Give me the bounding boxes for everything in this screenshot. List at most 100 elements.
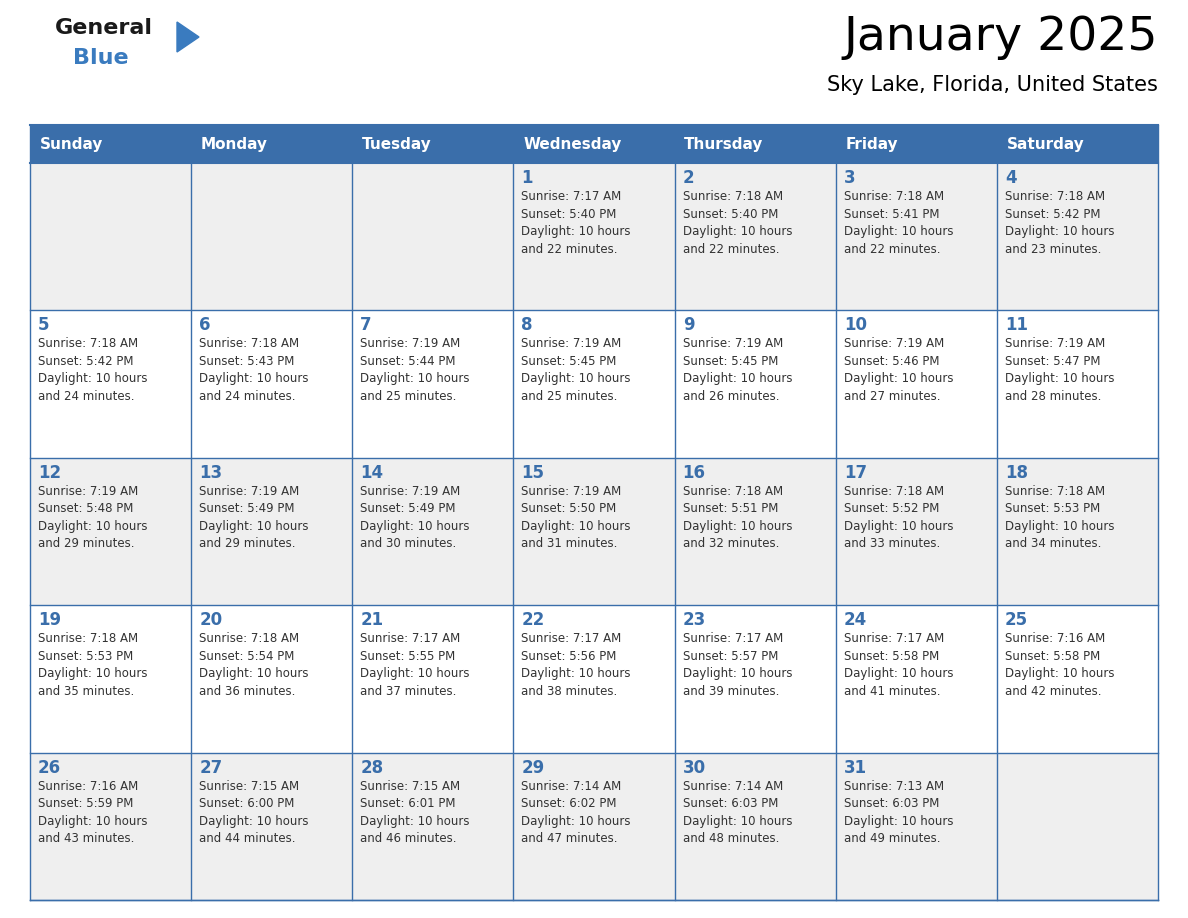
Text: 11: 11 <box>1005 317 1028 334</box>
Bar <box>513 458 675 605</box>
Text: Sunrise: 7:19 AM: Sunrise: 7:19 AM <box>683 338 783 351</box>
Text: Sunset: 5:50 PM: Sunset: 5:50 PM <box>522 502 617 515</box>
Bar <box>30 310 191 458</box>
Text: Daylight: 10 hours: Daylight: 10 hours <box>522 373 631 386</box>
Text: and 24 minutes.: and 24 minutes. <box>38 390 134 403</box>
Bar <box>353 125 513 163</box>
Text: 8: 8 <box>522 317 533 334</box>
Text: Sunset: 5:57 PM: Sunset: 5:57 PM <box>683 650 778 663</box>
Text: General: General <box>55 18 153 38</box>
Text: Daylight: 10 hours: Daylight: 10 hours <box>843 814 953 828</box>
Text: Daylight: 10 hours: Daylight: 10 hours <box>683 520 792 532</box>
Text: 12: 12 <box>38 464 62 482</box>
Text: Tuesday: Tuesday <box>362 137 431 151</box>
Text: and 48 minutes.: and 48 minutes. <box>683 832 779 845</box>
Text: 4: 4 <box>1005 169 1017 187</box>
Text: Sunrise: 7:18 AM: Sunrise: 7:18 AM <box>200 633 299 645</box>
Text: 26: 26 <box>38 758 62 777</box>
Text: Sunrise: 7:18 AM: Sunrise: 7:18 AM <box>683 485 783 498</box>
Bar <box>30 753 191 900</box>
Text: Sunrise: 7:17 AM: Sunrise: 7:17 AM <box>843 633 944 645</box>
Text: Sunrise: 7:18 AM: Sunrise: 7:18 AM <box>200 338 299 351</box>
Text: Daylight: 10 hours: Daylight: 10 hours <box>360 373 469 386</box>
Bar <box>675 125 835 163</box>
Text: Sunrise: 7:19 AM: Sunrise: 7:19 AM <box>522 338 621 351</box>
Text: Daylight: 10 hours: Daylight: 10 hours <box>1005 667 1114 680</box>
Text: Sunset: 5:42 PM: Sunset: 5:42 PM <box>38 355 133 368</box>
Text: Sunset: 5:44 PM: Sunset: 5:44 PM <box>360 355 456 368</box>
Text: Daylight: 10 hours: Daylight: 10 hours <box>38 373 147 386</box>
Text: Sunset: 5:55 PM: Sunset: 5:55 PM <box>360 650 455 663</box>
Text: 10: 10 <box>843 317 867 334</box>
Bar <box>835 310 997 458</box>
Bar <box>835 753 997 900</box>
Bar <box>997 310 1158 458</box>
Text: Daylight: 10 hours: Daylight: 10 hours <box>360 520 469 532</box>
Text: Daylight: 10 hours: Daylight: 10 hours <box>1005 520 1114 532</box>
Text: Sunrise: 7:18 AM: Sunrise: 7:18 AM <box>1005 485 1105 498</box>
Text: and 39 minutes.: and 39 minutes. <box>683 685 779 698</box>
Text: and 25 minutes.: and 25 minutes. <box>360 390 456 403</box>
Text: Friday: Friday <box>846 137 898 151</box>
Text: Daylight: 10 hours: Daylight: 10 hours <box>522 667 631 680</box>
Text: 16: 16 <box>683 464 706 482</box>
Text: 19: 19 <box>38 611 62 629</box>
Text: Sunrise: 7:15 AM: Sunrise: 7:15 AM <box>200 779 299 792</box>
Text: Sunset: 6:03 PM: Sunset: 6:03 PM <box>683 797 778 810</box>
Text: January 2025: January 2025 <box>843 15 1158 60</box>
Text: and 22 minutes.: and 22 minutes. <box>683 242 779 255</box>
Text: Saturday: Saturday <box>1006 137 1085 151</box>
Bar <box>353 310 513 458</box>
Text: and 22 minutes.: and 22 minutes. <box>522 242 618 255</box>
Bar <box>835 125 997 163</box>
Text: Daylight: 10 hours: Daylight: 10 hours <box>38 520 147 532</box>
Text: Sunset: 5:49 PM: Sunset: 5:49 PM <box>360 502 456 515</box>
Bar <box>191 163 353 310</box>
Text: Sunrise: 7:18 AM: Sunrise: 7:18 AM <box>843 485 944 498</box>
Bar <box>997 458 1158 605</box>
Text: Sunrise: 7:14 AM: Sunrise: 7:14 AM <box>683 779 783 792</box>
Text: 22: 22 <box>522 611 545 629</box>
Text: 27: 27 <box>200 758 222 777</box>
Bar <box>835 458 997 605</box>
Bar <box>30 605 191 753</box>
Text: and 25 minutes.: and 25 minutes. <box>522 390 618 403</box>
Bar <box>191 458 353 605</box>
Text: Daylight: 10 hours: Daylight: 10 hours <box>522 814 631 828</box>
Text: Sunrise: 7:17 AM: Sunrise: 7:17 AM <box>522 633 621 645</box>
Text: Daylight: 10 hours: Daylight: 10 hours <box>843 225 953 238</box>
Text: and 34 minutes.: and 34 minutes. <box>1005 537 1101 550</box>
Bar <box>30 125 191 163</box>
Text: 5: 5 <box>38 317 50 334</box>
Text: Sunset: 5:46 PM: Sunset: 5:46 PM <box>843 355 940 368</box>
Bar <box>675 753 835 900</box>
Text: 15: 15 <box>522 464 544 482</box>
Text: Sunrise: 7:18 AM: Sunrise: 7:18 AM <box>38 338 138 351</box>
Bar <box>997 163 1158 310</box>
Text: and 42 minutes.: and 42 minutes. <box>1005 685 1101 698</box>
Text: Sunrise: 7:19 AM: Sunrise: 7:19 AM <box>360 338 461 351</box>
Text: and 35 minutes.: and 35 minutes. <box>38 685 134 698</box>
Bar <box>997 605 1158 753</box>
Text: and 38 minutes.: and 38 minutes. <box>522 685 618 698</box>
Bar <box>997 753 1158 900</box>
Bar <box>835 605 997 753</box>
Text: 14: 14 <box>360 464 384 482</box>
Bar <box>675 163 835 310</box>
Text: and 22 minutes.: and 22 minutes. <box>843 242 940 255</box>
Text: Sunset: 5:58 PM: Sunset: 5:58 PM <box>843 650 939 663</box>
Text: Daylight: 10 hours: Daylight: 10 hours <box>522 520 631 532</box>
Text: Sunset: 5:59 PM: Sunset: 5:59 PM <box>38 797 133 810</box>
Text: Sunset: 6:03 PM: Sunset: 6:03 PM <box>843 797 940 810</box>
Bar <box>353 458 513 605</box>
Text: 6: 6 <box>200 317 210 334</box>
Text: Sunrise: 7:19 AM: Sunrise: 7:19 AM <box>843 338 944 351</box>
Text: Blue: Blue <box>72 48 128 68</box>
Text: 24: 24 <box>843 611 867 629</box>
Text: Sunset: 6:02 PM: Sunset: 6:02 PM <box>522 797 617 810</box>
Text: 25: 25 <box>1005 611 1028 629</box>
Text: Sunset: 5:49 PM: Sunset: 5:49 PM <box>200 502 295 515</box>
Bar <box>353 605 513 753</box>
Text: and 27 minutes.: and 27 minutes. <box>843 390 940 403</box>
Text: Sunset: 5:41 PM: Sunset: 5:41 PM <box>843 207 940 220</box>
